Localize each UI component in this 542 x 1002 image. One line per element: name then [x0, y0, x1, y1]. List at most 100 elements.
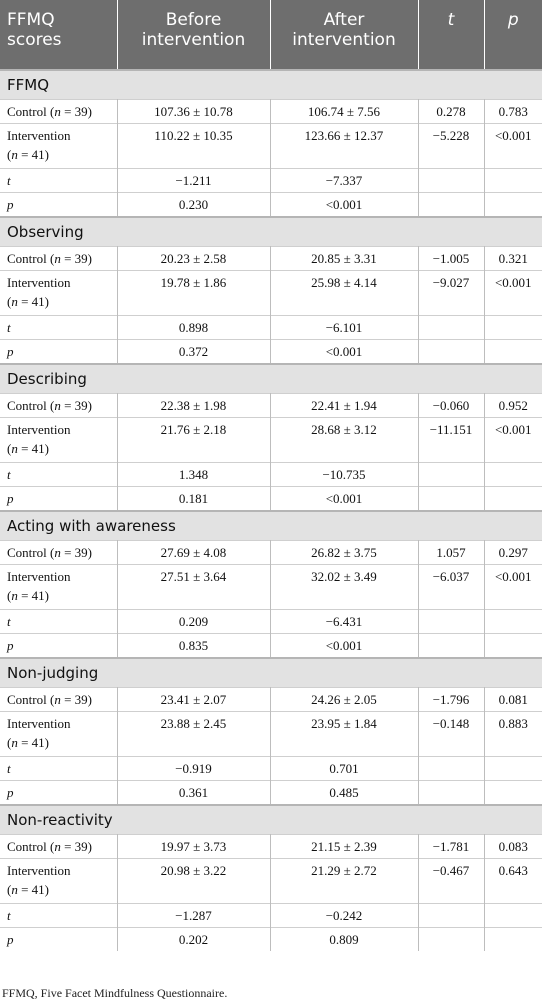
intervention-after-value: 28.68 ± 3.12: [270, 417, 419, 463]
control-p-value: 0.952: [484, 393, 542, 418]
control-label: Control (n = 39): [0, 393, 118, 418]
t-row-after-value: −6.101: [270, 315, 419, 340]
control-p-value: 0.297: [484, 540, 542, 565]
intervention-p-value: <0.001: [484, 123, 542, 169]
label-n: n: [54, 839, 61, 854]
intervention-row: Intervention (n = 41) 23.88 ± 2.45 23.95 ± …: [0, 711, 542, 757]
p-row-empty-t: [418, 633, 485, 658]
p-row-before-value: 0.835: [117, 633, 271, 658]
control-t-value: −1.796: [418, 687, 485, 712]
intervention-p-value: <0.001: [484, 564, 542, 610]
intervention-label: Intervention (n = 41): [0, 564, 118, 610]
p-row-empty-t: [418, 192, 485, 217]
intervention-before-value: 21.76 ± 2.18: [117, 417, 271, 463]
intervention-after-value: 21.29 ± 2.72: [270, 858, 419, 904]
control-after-value: 20.85 ± 3.31: [270, 246, 419, 271]
label-text: = 41): [17, 147, 50, 162]
label-n: n: [54, 692, 61, 707]
t-row-empty-t: [418, 168, 485, 193]
p-value-row: p 0.202 0.809: [0, 927, 542, 951]
intervention-label: Intervention (n = 41): [0, 270, 118, 316]
header-p: p: [484, 0, 542, 70]
intervention-t-value: −6.037: [418, 564, 485, 610]
intervention-row: Intervention (n = 41) 110.22 ± 10.35 123.66…: [0, 123, 542, 169]
section-title: Non-judging: [0, 657, 542, 688]
t-row-after-value: 0.701: [270, 756, 419, 781]
intervention-label: Intervention (n = 41): [0, 123, 118, 169]
label-text: = 39): [60, 692, 92, 707]
t-statistic-row: t 0.898 −6.101: [0, 315, 542, 340]
t-row-empty-t: [418, 903, 485, 928]
label-n: n: [11, 441, 18, 456]
p-row-after-value: 0.809: [270, 927, 419, 951]
t-row-before-value: −1.211: [117, 168, 271, 193]
label-n: n: [11, 588, 18, 603]
p-value-row: p 0.230 <0.001: [0, 192, 542, 217]
intervention-after-value: 23.95 ± 1.84: [270, 711, 419, 757]
control-label: Control (n = 39): [0, 540, 118, 565]
p-row-empty-p: [484, 486, 542, 511]
p-row-before-value: 0.230: [117, 192, 271, 217]
control-row: Control (n = 39) 27.69 ± 4.08 26.82 ± 3.75…: [0, 540, 542, 565]
p-row-empty-p: [484, 192, 542, 217]
intervention-after-value: 123.66 ± 12.37: [270, 123, 419, 169]
label-text: = 39): [60, 839, 92, 854]
p-row-before-value: 0.361: [117, 780, 271, 805]
t-row-empty-p: [484, 756, 542, 781]
section-header-row: Acting with awareness: [0, 510, 542, 541]
p-row-after-value: <0.001: [270, 633, 419, 658]
label-text: (: [7, 147, 12, 162]
label-text: Intervention: [7, 863, 71, 878]
intervention-row: Intervention (n = 41) 21.76 ± 2.18 28.68 ± …: [0, 417, 542, 463]
header-t: t: [418, 0, 485, 70]
t-row-empty-t: [418, 462, 485, 487]
label-text: Control (: [7, 104, 55, 119]
control-label: Control (n = 39): [0, 246, 118, 271]
p-row-before-value: 0.181: [117, 486, 271, 511]
label-text: = 41): [17, 441, 50, 456]
t-row-before-value: −1.287: [117, 903, 271, 928]
p-row-empty-p: [484, 339, 542, 364]
section-header-row: Describing: [0, 363, 542, 394]
intervention-label: Intervention (n = 41): [0, 858, 118, 904]
control-before-value: 27.69 ± 4.08: [117, 540, 271, 565]
p-value-row: p 0.181 <0.001: [0, 486, 542, 511]
label-text: = 39): [60, 398, 92, 413]
intervention-t-value: −11.151: [418, 417, 485, 463]
intervention-label: Intervention (n = 41): [0, 417, 118, 463]
label-n: n: [54, 545, 61, 560]
t-statistic-row: t −0.919 0.701: [0, 756, 542, 781]
p-value-row: p 0.361 0.485: [0, 780, 542, 805]
t-row-after-value: −0.242: [270, 903, 419, 928]
label-n: n: [11, 294, 18, 309]
label-n: n: [11, 735, 18, 750]
t-row-empty-p: [484, 609, 542, 634]
t-row-empty-p: [484, 168, 542, 193]
intervention-p-value: <0.001: [484, 270, 542, 316]
p-row-empty-p: [484, 780, 542, 805]
intervention-row: Intervention (n = 41) 27.51 ± 3.64 32.02 ± …: [0, 564, 542, 610]
p-row-before-value: 0.372: [117, 339, 271, 364]
label-text: = 41): [17, 294, 50, 309]
intervention-t-value: −0.148: [418, 711, 485, 757]
control-t-value: −0.060: [418, 393, 485, 418]
section-header-row: FFMQ: [0, 69, 542, 100]
t-row-empty-p: [484, 903, 542, 928]
label-text: Control (: [7, 251, 55, 266]
p-row-label: p: [0, 633, 118, 658]
t-row-label: t: [0, 168, 118, 193]
intervention-t-value: −9.027: [418, 270, 485, 316]
label-text: Intervention: [7, 716, 71, 731]
section-title: Describing: [0, 363, 542, 394]
control-t-value: 1.057: [418, 540, 485, 565]
intervention-t-value: −0.467: [418, 858, 485, 904]
t-row-empty-t: [418, 609, 485, 634]
control-label: Control (n = 39): [0, 687, 118, 712]
intervention-p-value: <0.001: [484, 417, 542, 463]
control-t-value: −1.005: [418, 246, 485, 271]
header-ffmq-scores: FFMQ scores: [0, 0, 118, 70]
p-row-empty-p: [484, 633, 542, 658]
control-before-value: 107.36 ± 10.78: [117, 99, 271, 124]
control-p-value: 0.783: [484, 99, 542, 124]
